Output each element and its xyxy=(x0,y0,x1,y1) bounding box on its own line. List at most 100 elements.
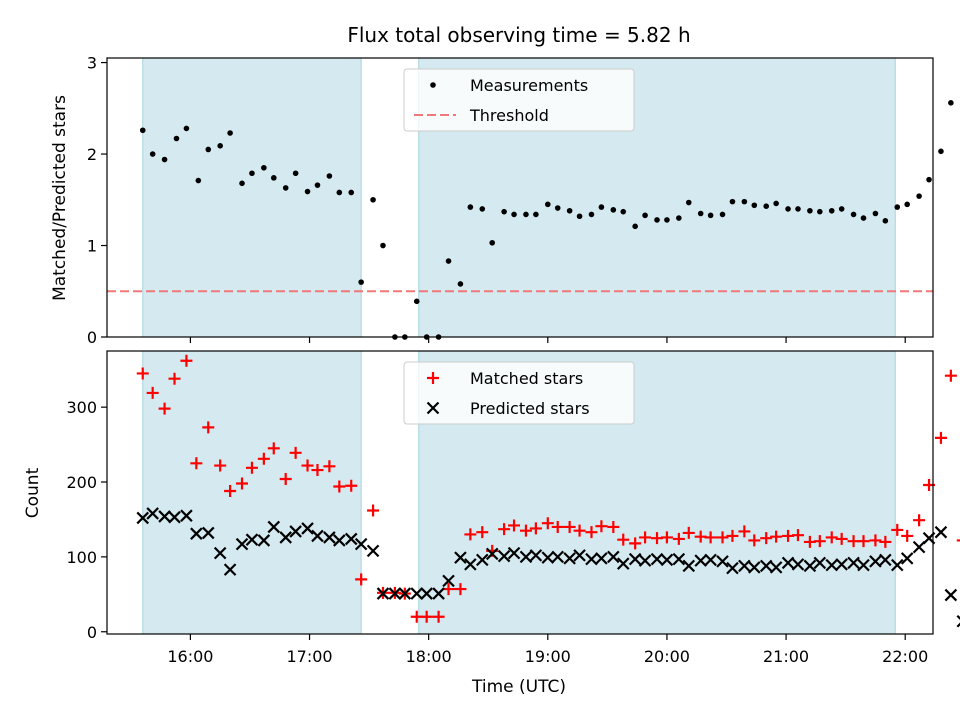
top-series-0-point-36 xyxy=(533,211,539,218)
top-series-0-point-28 xyxy=(445,258,452,264)
bottom-series-1-point-0 xyxy=(136,511,150,525)
bottom-series-0-point-43 xyxy=(607,520,620,533)
bottom-series-0-point-9 xyxy=(236,477,249,490)
top-legend-handle-0 xyxy=(430,82,436,88)
bottom-series-0-point-39 xyxy=(563,520,576,533)
bottom-y-tick-label-0: 0 xyxy=(87,623,97,642)
bottom-series-1-point-38 xyxy=(551,550,565,564)
top-series-0-point-52 xyxy=(707,212,714,219)
bottom-series-1-point-24 xyxy=(398,587,412,600)
top-series-0-point-58 xyxy=(773,200,779,207)
top-series-0-point-65 xyxy=(850,211,857,218)
bottom-legend-label-0: Matched stars xyxy=(470,369,583,388)
top-series-0-point-32 xyxy=(489,239,496,246)
bottom-series-1-point-44 xyxy=(616,557,630,570)
top-series-0-point-17 xyxy=(326,173,333,179)
bottom-shaded-interval-0 xyxy=(142,350,362,635)
bottom-series-0-point-60 xyxy=(791,529,804,542)
bottom-series-0-point-36 xyxy=(529,522,542,535)
bottom-series-1-point-26 xyxy=(420,587,433,600)
bottom-series-0-point-62 xyxy=(813,535,826,548)
bottom-x-tick-label-0: 16:00 xyxy=(167,647,213,666)
bottom-legend-handle-0 xyxy=(427,372,439,384)
bottom-x-tick-label-6: 22:00 xyxy=(882,647,928,666)
bottom-series-0-point-34 xyxy=(508,519,521,532)
top-series-0-point-18 xyxy=(336,189,343,196)
bottom-series-0-point-15 xyxy=(301,459,314,472)
top-series-0-point-70 xyxy=(904,201,910,208)
top-y-axis-label: Matched/Predicted stars xyxy=(50,95,70,301)
bottom-y-axis-label: Count xyxy=(23,467,43,518)
top-series-0-point-71 xyxy=(916,193,922,199)
top-series-0-point-56 xyxy=(751,202,758,209)
bottom-series-1-point-73 xyxy=(934,525,948,539)
bottom-series-0-point-48 xyxy=(660,531,673,544)
bottom-axes-frame xyxy=(106,350,934,635)
top-series-0-point-49 xyxy=(676,215,682,221)
bottom-series-1-point-9 xyxy=(235,537,249,551)
bottom-series-1-point-20 xyxy=(354,537,368,551)
top-series-0-point-55 xyxy=(741,198,748,205)
top-series-0-point-44 xyxy=(620,208,627,215)
bottom-series-0-point-26 xyxy=(420,610,433,623)
top-series-0-point-68 xyxy=(882,218,889,224)
bottom-series-0-point-75 xyxy=(956,539,960,542)
bottom-series-0-point-52 xyxy=(704,531,717,544)
top-series-0-point-21 xyxy=(370,196,376,203)
bottom-series-1-point-21 xyxy=(366,544,380,558)
bottom-series-1-point-52 xyxy=(704,553,717,567)
top-series-0-point-62 xyxy=(817,208,823,215)
bottom-series-0-point-50 xyxy=(682,526,695,539)
bottom-series-1-point-67 xyxy=(869,555,882,568)
bottom-series-1-point-64 xyxy=(835,558,848,571)
top-series-0-point-41 xyxy=(588,211,595,218)
bottom-series-1-point-5 xyxy=(190,527,203,540)
bottom-series-1-point-61 xyxy=(803,559,817,573)
bottom-series-0-point-1 xyxy=(146,386,159,399)
bottom-x-tick-label-2: 18:00 xyxy=(406,647,452,666)
top-series-0-point-7 xyxy=(217,143,223,149)
bottom-series-0-point-8 xyxy=(224,485,237,498)
top-series-0-point-15 xyxy=(304,188,311,195)
bottom-series-0-point-27 xyxy=(432,610,445,623)
bottom-series-1-point-45 xyxy=(628,552,642,566)
top-series-0-point-67 xyxy=(872,210,879,217)
top-series-0-point-3 xyxy=(173,135,180,142)
top-series-0-point-39 xyxy=(566,207,573,214)
top-series-0-point-60 xyxy=(795,206,801,212)
bottom-series-1-point-53 xyxy=(716,555,729,568)
bottom-series-1-point-59 xyxy=(781,556,795,570)
bottom-series-1-point-48 xyxy=(660,553,674,567)
bottom-series-0-point-42 xyxy=(595,520,608,533)
top-series-0-point-42 xyxy=(598,204,605,210)
top-series-0-point-11 xyxy=(261,164,267,171)
top-series-0-point-43 xyxy=(610,207,617,213)
bottom-series-1-point-65 xyxy=(847,556,860,570)
bottom-series-1-point-49 xyxy=(672,552,686,566)
bottom-series-1-point-71 xyxy=(912,540,926,554)
bottom-series-0-point-19 xyxy=(345,479,358,492)
bottom-series-1-point-22 xyxy=(376,587,390,600)
bottom-series-0-point-68 xyxy=(879,535,892,548)
top-series-0-point-16 xyxy=(314,182,321,188)
bottom-panel: 0 100 200 300 16:00 17:00 18:00 19:00 20:00 21:00… xyxy=(66,350,960,666)
bottom-y-tick-label-1: 100 xyxy=(66,548,97,567)
bottom-series-1-point-19 xyxy=(344,532,358,546)
bottom-series-1-point-36 xyxy=(529,549,543,562)
bottom-series-0-point-33 xyxy=(498,523,511,536)
top-series-0-point-46 xyxy=(642,212,648,219)
bottom-series-0-point-21 xyxy=(367,504,380,517)
bottom-series-1-point-8 xyxy=(223,563,237,576)
bottom-series-0-point-17 xyxy=(323,460,336,473)
bottom-series-1-point-41 xyxy=(585,552,598,566)
bottom-series-0-point-67 xyxy=(869,534,882,547)
bottom-series-0-point-35 xyxy=(519,524,532,537)
top-series-0-point-33 xyxy=(501,208,507,215)
bottom-series-1-point-51 xyxy=(694,554,707,567)
bottom-series-0-point-46 xyxy=(639,531,652,544)
bottom-series-0-point-69 xyxy=(891,523,904,536)
bottom-series-1-point-16 xyxy=(311,529,324,543)
bottom-series-1-point-34 xyxy=(507,546,521,560)
bottom-series-1-point-28 xyxy=(442,574,455,588)
top-series-0-point-6 xyxy=(205,146,212,153)
